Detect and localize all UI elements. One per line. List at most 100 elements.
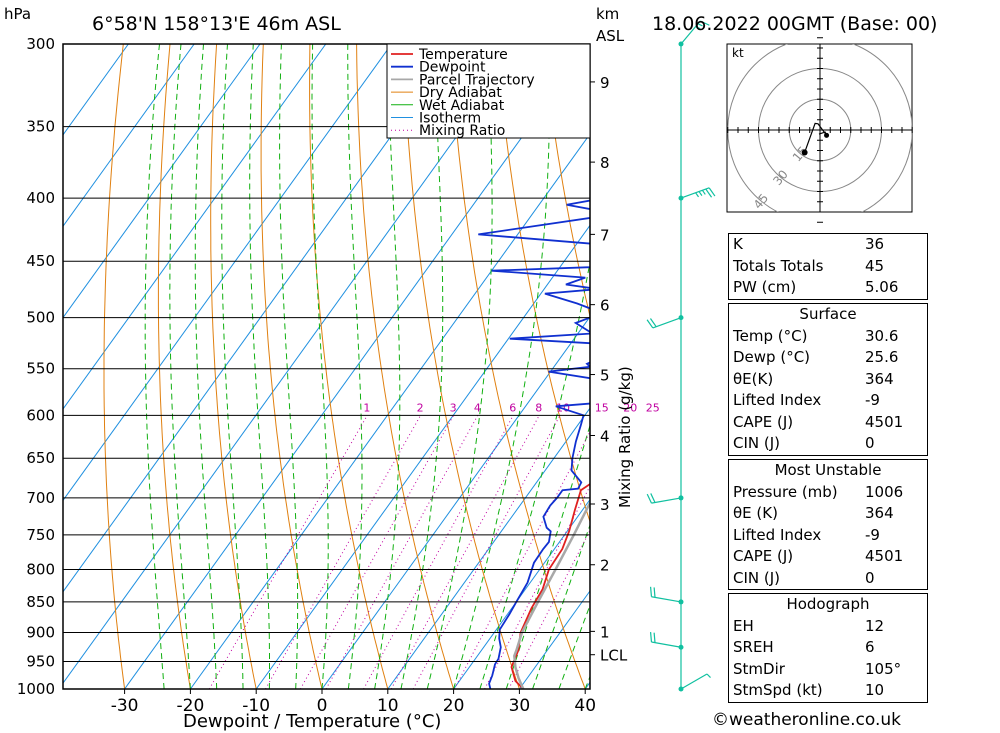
table-row: Temp (°C) 30.6 <box>729 326 927 348</box>
isotherm-line <box>124 44 590 689</box>
surface-table: Surface Temp (°C) 30.6 Dewp (°C) 25.6 θE(K… <box>728 303 928 456</box>
table-row: θE(K) 364 <box>729 369 927 391</box>
table-row: Lifted Index -9 <box>729 390 927 412</box>
temperature-tick-label: 0 <box>317 696 328 716</box>
km-tick-label: 5 <box>600 367 610 385</box>
mixing-ratio-label: 20 <box>623 401 637 414</box>
mixing-ratio-label: 1 <box>363 401 370 414</box>
asl-label: ASL <box>596 27 625 45</box>
temperature-tick-label: 10 <box>377 696 399 716</box>
pressure-tick-label: 300 <box>26 35 55 53</box>
wind-barb-flag <box>646 493 652 504</box>
table-row: Pressure (mb) 1006 <box>729 482 927 504</box>
row-value: 5.06 <box>865 278 899 296</box>
row-label: Totals Totals <box>733 256 824 275</box>
legend-entry: Wet Adiabat <box>419 98 505 114</box>
wet-adiabat-line <box>194 44 218 689</box>
isotherm-line <box>63 44 458 593</box>
row-label: Lifted Index <box>733 525 822 544</box>
row-label: K <box>733 235 743 253</box>
row-label: Pressure (mb) <box>733 482 838 501</box>
wind-barb-flag <box>698 191 703 196</box>
mixing-ratio-label: 8 <box>535 401 542 414</box>
table-row: SREH 6 <box>729 637 927 659</box>
row-label: EH <box>733 616 754 635</box>
credit-link[interactable]: ©weatheronline.co.uk <box>712 710 902 730</box>
row-value: 364 <box>865 369 894 388</box>
row-value: 364 <box>865 504 894 522</box>
dry-adiabat-line <box>356 44 455 689</box>
mixing-ratio-labels: 1 2 3 4 6 8 10 15 20 25 <box>363 401 659 414</box>
isotherm-line <box>63 44 129 136</box>
wind-barb-flag <box>695 192 700 198</box>
wet-adiabat-line <box>453 44 550 689</box>
hodograph-unit-label: kt <box>732 46 744 60</box>
wind-barb-flag <box>649 318 657 328</box>
isotherm-line <box>63 44 524 685</box>
indices-table: K 36 Totals Totals 45 PW (cm) 5.06 <box>728 233 928 300</box>
km-tick-label: 1 <box>600 623 610 641</box>
wind-barb-flag <box>708 187 716 197</box>
wind-barb-staff <box>651 641 682 648</box>
isotherm-line <box>63 44 393 502</box>
row-label: PW (cm) <box>733 278 797 296</box>
legend-entry: Dewpoint <box>419 60 486 76</box>
table-row: Dewp (°C) 25.6 <box>729 347 927 369</box>
wind-barb-staff <box>651 497 682 504</box>
mixing-ratio-label: 6 <box>509 401 516 414</box>
row-label: CIN (J) <box>733 568 781 587</box>
mixing-ratio-label: 15 <box>595 401 609 414</box>
row-value: 0 <box>865 568 875 587</box>
temperature-tick-label: 20 <box>443 696 465 716</box>
table-row: CIN (J) 0 <box>729 433 927 455</box>
table-row: CIN (J) 0 <box>729 568 927 590</box>
pressure-tick-label: 400 <box>26 189 55 207</box>
row-label: CIN (J) <box>733 434 781 452</box>
mixing-ratio-label: 4 <box>474 401 481 414</box>
wind-barb-staff <box>680 187 710 199</box>
pressure-tick-label: 600 <box>26 406 55 424</box>
wet-adiabat-line <box>144 44 165 689</box>
pressure-tick-label: 350 <box>26 118 55 136</box>
mixing-ratio-label: 3 <box>450 401 457 414</box>
row-label: CAPE (J) <box>733 412 794 431</box>
wind-barb-flag <box>701 189 706 195</box>
wind-barb-staff <box>680 673 708 690</box>
temperature-line <box>510 482 590 689</box>
wind-barbs <box>646 20 716 692</box>
pressure-tick-label: 700 <box>26 489 55 507</box>
isotherm-line <box>189 133 590 689</box>
table-row: PW (cm) 5.06 <box>729 277 927 299</box>
hodograph-title: Hodograph <box>786 595 870 613</box>
km-tick-label: 3 <box>600 496 610 514</box>
wind-barb-flag <box>695 25 701 30</box>
isotherm-line <box>63 44 261 319</box>
wind-barb-staff <box>680 20 701 45</box>
km-tick-label: 6 <box>600 297 610 315</box>
row-value: 12 <box>865 616 885 635</box>
row-value: -9 <box>865 391 880 409</box>
temperature-tick-label: -10 <box>242 696 270 716</box>
wind-barb-flag <box>649 632 653 643</box>
hodograph-endpoint <box>801 149 808 156</box>
plot-frame <box>62 43 591 690</box>
wet-adiabat-line <box>279 44 299 689</box>
legend-entry: Mixing Ratio <box>419 123 505 139</box>
row-value: 105° <box>865 659 902 678</box>
wind-barb-staff <box>652 317 682 329</box>
wind-barb-flag <box>705 188 713 198</box>
table-row: Totals Totals 45 <box>729 256 927 278</box>
pressure-tick-label: 850 <box>26 593 55 611</box>
wet-adiabat-line <box>169 44 191 689</box>
pressure-tick-label: 550 <box>26 360 55 378</box>
row-value: 6 <box>865 638 875 656</box>
legend-entry: Isotherm <box>419 111 481 127</box>
most-unstable-table: Most Unstable Pressure (mb) 1006 θE (K) 36… <box>728 459 928 590</box>
parcel-trajectory-line <box>513 500 590 689</box>
hpa-label: hPa <box>4 5 31 23</box>
dry-adiabat-line <box>916 44 1000 689</box>
row-value: 25.6 <box>865 348 899 366</box>
dry-adiabat-line <box>963 44 1000 689</box>
legend-entry: Temperature <box>418 47 508 63</box>
